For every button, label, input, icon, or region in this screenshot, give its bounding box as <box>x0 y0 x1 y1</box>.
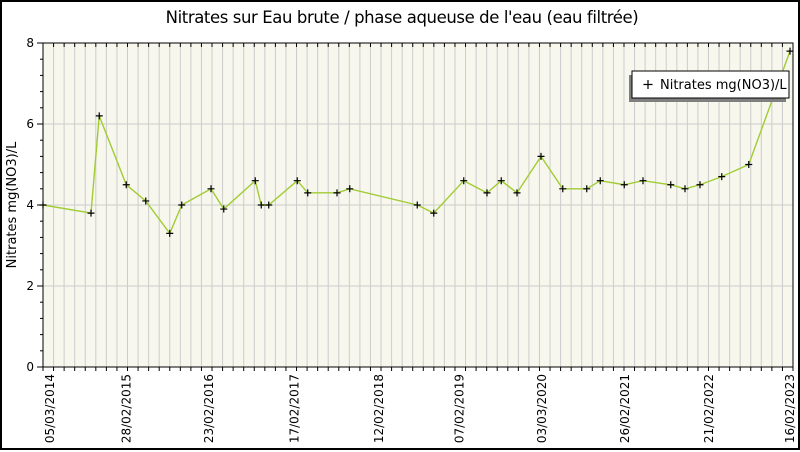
y-tick-label: 6 <box>26 117 34 131</box>
data-point-plus-marker <box>786 47 794 55</box>
legend-box: Nitrates mg(NO3)/L <box>629 70 790 102</box>
x-tick-label: 05/03/2014 <box>43 374 57 443</box>
x-tick-label: 07/02/2019 <box>452 374 466 443</box>
data-point-plus-marker <box>142 197 150 205</box>
data-point-plus-marker <box>207 185 215 193</box>
data-point-plus-marker <box>333 189 341 197</box>
series-nitrates <box>39 47 794 237</box>
data-point-plus-marker <box>257 201 265 209</box>
data-point-plus-marker <box>265 201 273 209</box>
grid-layer: 0 2 4 6 8 05/03/2014 28/02/2015 23/02/2016 17/02… <box>26 36 797 443</box>
y-tick-label: 0 <box>26 360 34 374</box>
data-point-plus-marker <box>293 177 301 185</box>
data-point-plus-marker <box>583 185 591 193</box>
x-tick-label: 16/02/2023 <box>783 374 797 443</box>
nitrates-line <box>42 50 791 235</box>
data-point-plus-marker <box>178 201 186 209</box>
data-point-plus-marker <box>304 189 312 197</box>
data-point-plus-marker <box>166 229 174 237</box>
data-point-plus-marker <box>251 177 259 185</box>
data-point-plus-marker <box>667 181 675 189</box>
data-point-plus-marker <box>122 181 130 189</box>
data-point-plus-marker <box>497 177 505 185</box>
y-axis-label: Nitrates mg(NO3)/L <box>5 141 20 268</box>
data-point-plus-marker <box>430 209 438 217</box>
data-point-plus-marker <box>559 185 567 193</box>
legend-entry-label: Nitrates mg(NO3)/L <box>660 78 787 93</box>
data-point-plus-marker <box>220 205 228 213</box>
data-point-plus-marker <box>596 177 604 185</box>
x-tick-label: 26/02/2021 <box>618 374 632 443</box>
legend-frame <box>631 70 790 99</box>
y-tick-label: 2 <box>26 279 34 293</box>
data-point-plus-marker <box>620 181 628 189</box>
x-tick-label: 12/02/2018 <box>372 374 386 443</box>
data-point-plus-marker <box>346 185 354 193</box>
chart-title: Nitrates sur Eau brute / phase aqueuse d… <box>166 8 639 27</box>
x-tick-label: 28/02/2015 <box>119 374 133 443</box>
data-point-plus-marker <box>696 181 704 189</box>
x-tick-label: 21/02/2022 <box>702 374 716 443</box>
data-point-plus-marker <box>95 112 103 120</box>
data-point-plus-marker <box>537 152 545 160</box>
x-tick-label: 03/03/2020 <box>535 374 549 443</box>
data-point-plus-marker <box>681 185 689 193</box>
data-point-plus-marker <box>513 189 521 197</box>
legend-plus-marker-icon <box>643 80 653 89</box>
data-point-plus-marker <box>745 161 753 168</box>
legend-plus-glyph <box>643 80 653 89</box>
x-tick-label: 17/02/2017 <box>287 374 301 443</box>
data-point-plus-marker <box>483 189 491 197</box>
y-tick-label: 4 <box>26 198 34 212</box>
y-tick-label: 8 <box>26 36 34 50</box>
x-tick-label: 23/02/2016 <box>202 374 216 443</box>
data-point-plus-marker <box>460 177 468 185</box>
data-point-plus-marker <box>39 201 47 209</box>
data-point-plus-marker <box>87 209 95 217</box>
data-point-plus-marker <box>413 201 421 209</box>
data-point-plus-marker <box>639 177 647 185</box>
data-point-plus-marker <box>718 173 726 181</box>
